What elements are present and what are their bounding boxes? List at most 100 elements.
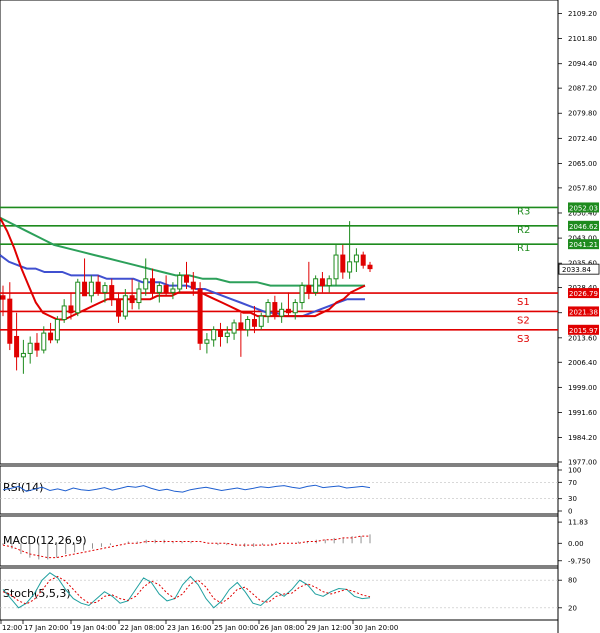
candle-body (109, 285, 115, 300)
candle-body (190, 281, 196, 290)
candle-body (75, 281, 81, 314)
current-price-tag (558, 263, 600, 275)
candle-body (333, 254, 339, 280)
candle-body (129, 295, 135, 304)
candle-body (238, 322, 244, 331)
level-tag-s2 (568, 306, 599, 317)
pivot-levels: R3 2052.03 R2 2046.62 R1 2041.21 S1 2026.79 S2 20… (0, 202, 599, 345)
candle-body (258, 315, 264, 327)
candle-body (0, 295, 6, 300)
candle-body (170, 288, 176, 293)
price-tick-label: 2050.40 (568, 209, 597, 217)
time-tick-label: 22 Jan 08:00 (120, 624, 164, 632)
level-name-s1: S1 (517, 297, 530, 308)
level-name-s2: S2 (517, 315, 530, 326)
candle-body (34, 342, 40, 351)
macd-tick-label: 0.00 (568, 540, 584, 548)
macd-pane (0, 515, 559, 567)
price-axis: 2109.20 2101.80 2094.40 2087.20 2079.80 2072.… (558, 10, 597, 467)
rsi-line (2, 484, 371, 493)
candle-body (299, 285, 305, 304)
level-name-r2: R2 (517, 225, 530, 236)
level-price-r1: 2041.21 (569, 241, 598, 249)
candle-body (88, 281, 94, 297)
level-tag-r3 (568, 202, 599, 213)
price-tick-label: 2101.80 (568, 35, 597, 43)
price-tick-label: 1999.00 (568, 384, 597, 392)
level-tag-s3 (568, 324, 599, 335)
candle-body (20, 352, 26, 358)
candle-body (306, 285, 312, 293)
stoch-tick-label: 80 (568, 577, 577, 585)
candle-body (156, 285, 162, 293)
price-tick-label: 2057.80 (568, 184, 597, 192)
macd-tick-label: -9.750 (568, 557, 591, 565)
level-name-r1: R1 (517, 243, 530, 254)
candles (0, 221, 373, 374)
price-tick-label: 2094.40 (568, 60, 597, 68)
candle-body (61, 305, 67, 321)
candle-body (313, 278, 319, 293)
candle-body (326, 278, 332, 287)
time-tick-label: 30 Jan 20:00 (354, 624, 398, 632)
stoch-tick-label: 20 (568, 604, 577, 612)
candle-body (292, 302, 298, 314)
stoch-pane (0, 567, 559, 621)
candle-body (245, 319, 251, 331)
level-tag-r2 (568, 220, 599, 231)
price-tick-label: 2072.40 (568, 135, 597, 143)
price-tick-label: 1984.20 (568, 434, 597, 442)
rsi-tick-label: 30 (568, 495, 577, 503)
candle-body (143, 278, 149, 290)
price-tick-label: 2035.60 (568, 260, 597, 268)
level-price-s2: 2021.38 (569, 308, 598, 316)
candle-body (95, 281, 101, 293)
candle-body (68, 305, 74, 314)
price-tick-label: 2043.00 (568, 235, 597, 243)
candle-body (82, 281, 88, 297)
level-name-s3: S3 (517, 334, 530, 345)
candle-body (136, 288, 142, 304)
candle-body (204, 339, 210, 344)
stoch-title: Stoch(5,5,3) (3, 587, 71, 600)
candle-body (184, 274, 189, 283)
candle-body (217, 329, 223, 337)
candle-body (272, 302, 278, 317)
rsi-tick-label: 0 (568, 508, 572, 516)
level-tag-r1 (568, 239, 599, 250)
ma-fast-line (0, 217, 366, 321)
candle-body (197, 288, 203, 344)
time-tick-label: 19 Jan 04:00 (72, 624, 116, 632)
rsi-tick-label: 70 (568, 479, 577, 487)
candle-body (177, 274, 183, 290)
candle-body (102, 285, 108, 293)
time-tick-label: 23 Jan 16:00 (167, 624, 211, 632)
level-name-r3: R3 (517, 206, 530, 217)
rsi-title: RSI(14) (3, 481, 43, 494)
price-pane (0, 0, 559, 465)
candle-body (27, 342, 33, 354)
level-price-r3: 2052.03 (569, 204, 598, 212)
candle-body (122, 295, 128, 317)
candle-body (367, 264, 373, 270)
time-tick-label: 26 Jan 08:00 (260, 624, 304, 632)
price-tick-label: 2006.40 (568, 359, 597, 367)
price-tick-label: 1991.60 (568, 409, 597, 417)
price-tick-label: 2087.20 (568, 85, 597, 93)
candle-body (14, 335, 20, 358)
level-price-s1: 2026.79 (569, 290, 598, 298)
macd-tick-label: 11.83 (568, 519, 588, 527)
rsi-tick-label: 100 (568, 467, 581, 475)
stoch-d-line (2, 575, 371, 605)
level-price-s3: 2015.97 (569, 327, 598, 335)
candle-body (319, 278, 325, 287)
candle-body (41, 332, 47, 351)
indicator-plots: 100 70 30 0 11.83 0.00 -9.750 80 20 (0, 467, 591, 612)
candle-body (251, 319, 257, 327)
candle-body (7, 298, 13, 344)
candle-body (265, 302, 271, 317)
time-tick-label: 29 Jan 12:00 (307, 624, 351, 632)
candle-body (150, 278, 156, 293)
time-axis: 12:00 17 Jan 20:00 19 Jan 04:00 22 Jan 08:0… (0, 620, 398, 632)
